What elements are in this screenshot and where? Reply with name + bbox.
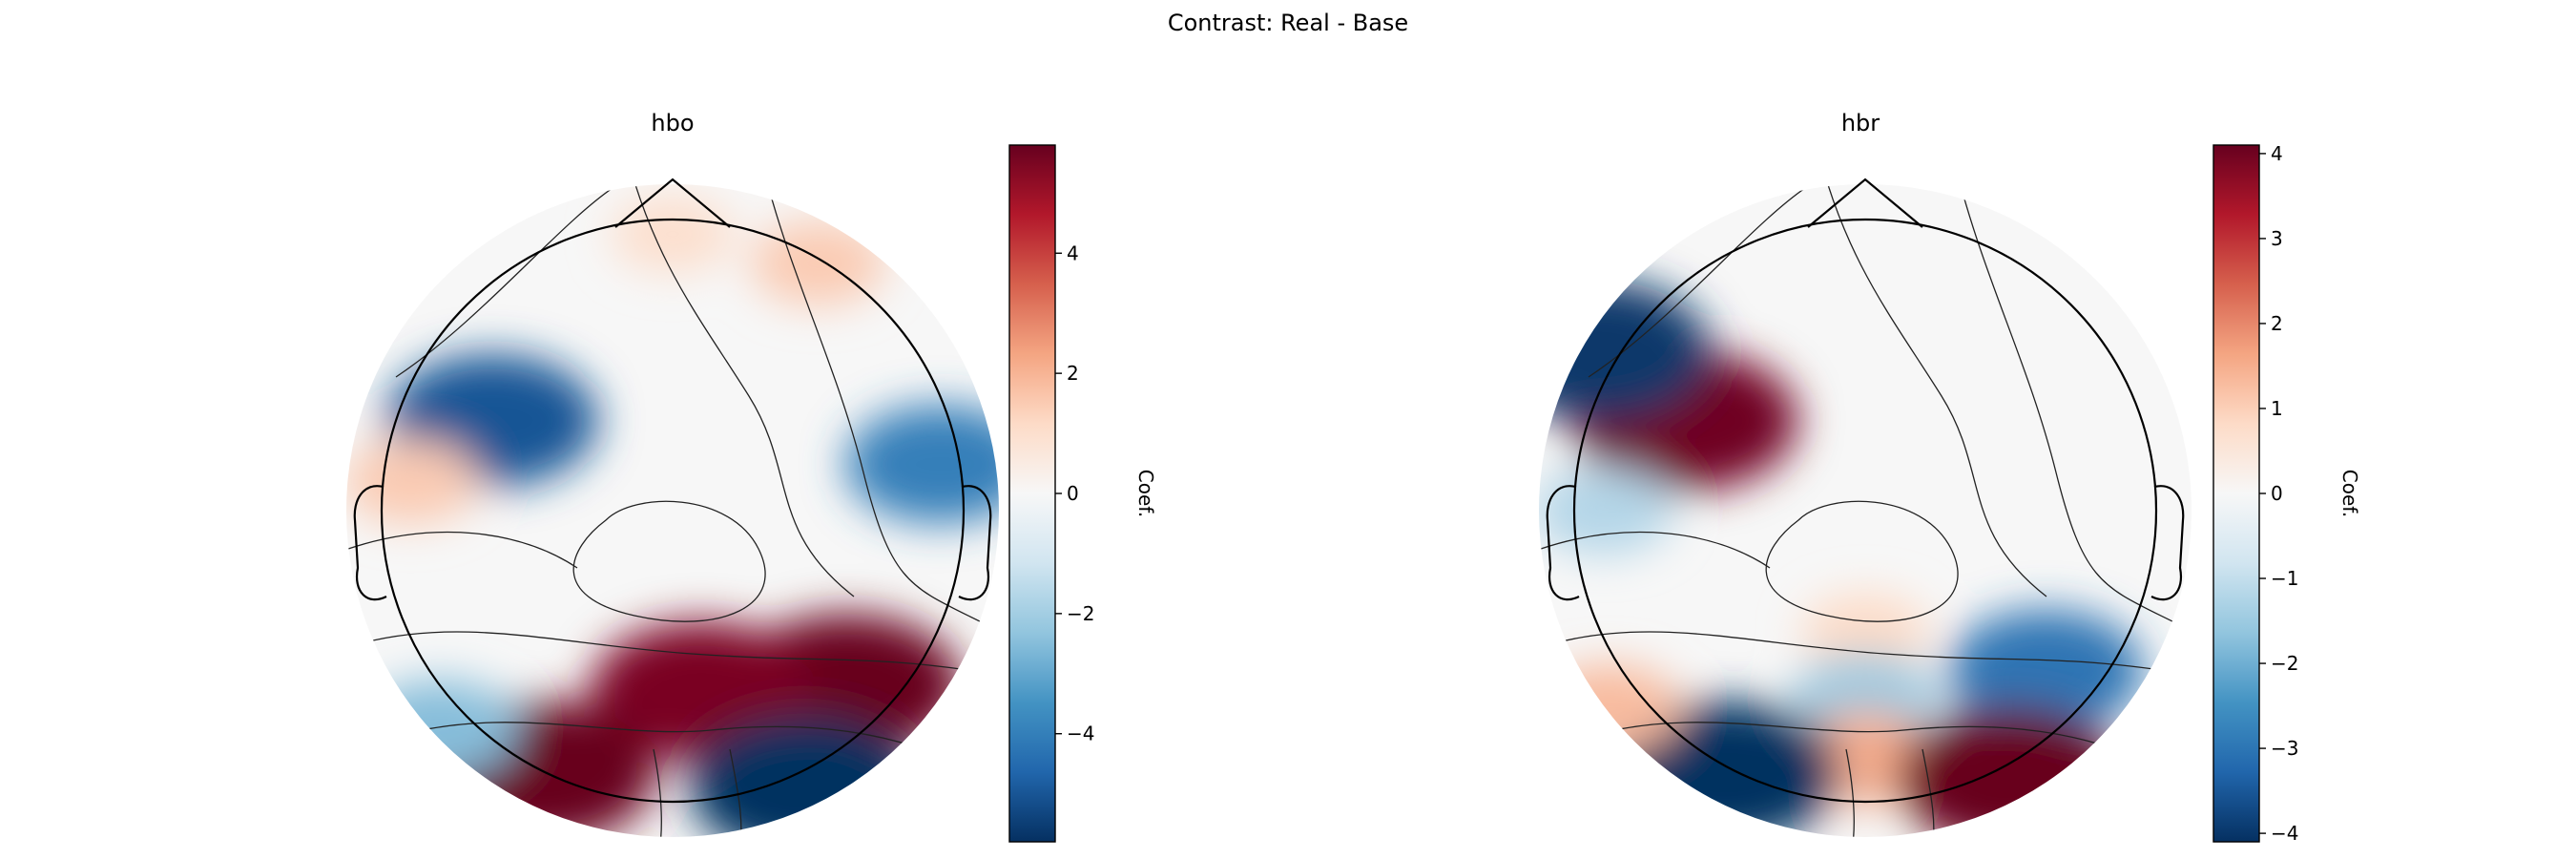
- contour-line: [1845, 748, 1855, 837]
- figure-suptitle: Contrast: Real - Base: [1167, 10, 1409, 36]
- colorbar-tick-label: −4: [2271, 822, 2298, 845]
- panel-title-hbr: hbr: [1840, 110, 1880, 136]
- topomap-hbr: [1539, 178, 2192, 837]
- colorbar-tick-label: −3: [2271, 737, 2298, 760]
- colorbar-tick-label: 2: [1067, 362, 1079, 385]
- head-outline: [353, 178, 992, 804]
- topomap-region-left-temporal: [346, 439, 479, 524]
- colorbar-tick-label: 3: [2271, 227, 2283, 250]
- colorbar-hbo: −4 −2 0 2 4 Coef.: [1008, 144, 1157, 843]
- contour-line: [624, 184, 855, 597]
- right-ear: [958, 485, 992, 601]
- contour-line: [1950, 184, 2181, 626]
- contour-line: [1817, 184, 2047, 597]
- contour-line: [653, 748, 662, 837]
- topomap-region-central: [1801, 593, 1929, 673]
- nose: [1807, 178, 1923, 228]
- colorbar-tick-label: 4: [1067, 241, 1079, 264]
- contour-line: [357, 631, 988, 674]
- contour-line: [1540, 531, 1771, 569]
- topomap-region-left-posterior-temporal: [1539, 663, 1681, 754]
- contour-line: [758, 184, 988, 626]
- contour-line: [1765, 500, 1959, 622]
- contour-line: [1549, 631, 2181, 674]
- colorbar-tick-label: 0: [2271, 482, 2283, 505]
- contour-line: [572, 500, 766, 622]
- contour-line: [347, 531, 578, 569]
- topomap-region-right-occipital: [689, 715, 919, 837]
- topomap-region-right-parietal: [1947, 609, 2144, 732]
- contour-line: [1922, 748, 1935, 837]
- topomap-region-left-posterior-temporal: [361, 680, 519, 779]
- head-outline: [1546, 178, 2185, 804]
- colorbar-label: Coef.: [1134, 470, 1157, 517]
- left-ear: [1546, 485, 1580, 601]
- contour-line: [385, 722, 969, 769]
- contour-line: [729, 748, 742, 837]
- colorbar-tick-label: 1: [2271, 397, 2283, 420]
- colorbar-tick-label: −2: [2271, 652, 2298, 675]
- panel-title-hbo: hbo: [651, 110, 695, 136]
- topomap-region-left-temporal: [1539, 467, 1673, 555]
- colorbar-tick-label: −1: [2271, 567, 2298, 590]
- head-circle: [380, 218, 966, 804]
- topomap-hbo: [346, 178, 999, 837]
- colorbar-label: Coef.: [2338, 470, 2361, 517]
- colorbar-tick-label: −2: [1067, 602, 1094, 625]
- colorbar-hbr: −4 −3 −2 −1 0 1 2 3 4 Coef.: [2212, 142, 2361, 845]
- nose: [614, 178, 731, 228]
- topomap-region-right-frontal-temporal: [845, 405, 999, 524]
- colorbar-tick-label: 0: [1067, 482, 1079, 505]
- topomap-region-left-frontal-lateral: [1539, 280, 1711, 422]
- colorbar-gradient: [1008, 144, 1056, 843]
- colorbar-tick-label: 4: [2271, 142, 2283, 165]
- left-ear: [353, 485, 387, 601]
- colorbar-gradient: [2212, 144, 2260, 843]
- topomap-region-frontal-midline: [610, 195, 736, 274]
- colorbar-tick-label: −4: [1067, 723, 1094, 745]
- colorbar-tick-label: 2: [2271, 312, 2283, 335]
- head-circle: [1572, 218, 2158, 804]
- right-ear: [2150, 485, 2185, 601]
- contour-line: [1578, 722, 2162, 769]
